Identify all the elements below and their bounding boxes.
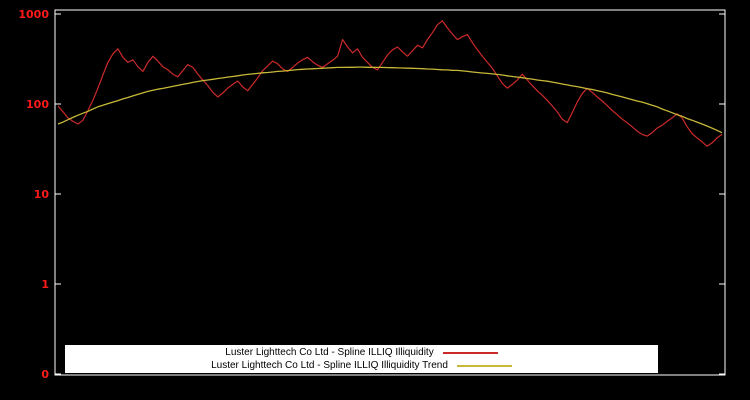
series-line-trend	[57, 66, 723, 134]
legend-row: Luster Lighttech Co Ltd - Spline ILLIQ I…	[65, 359, 658, 372]
legend-line-sample-illiq	[442, 351, 498, 354]
y-tick-label: 1000	[18, 8, 49, 21]
y-tick-label: 10	[34, 188, 50, 201]
y-tick-label: 100	[26, 98, 49, 111]
legend-label-trend: Luster Lighttech Co Ltd - Spline ILLIQ I…	[211, 360, 448, 371]
y-tick-label: 1	[41, 278, 49, 291]
legend-label-illiq: Luster Lighttech Co Ltd - Spline ILLIQ I…	[225, 347, 434, 358]
legend-line-sample-trend	[456, 364, 512, 367]
legend-row: Luster Lighttech Co Ltd - Spline ILLIQ I…	[65, 346, 658, 359]
plot-frame	[54, 9, 726, 376]
legend: Luster Lighttech Co Ltd - Spline ILLIQ I…	[65, 345, 658, 373]
series-line-illiq	[57, 20, 723, 147]
y-tick-label: 0	[41, 368, 49, 381]
